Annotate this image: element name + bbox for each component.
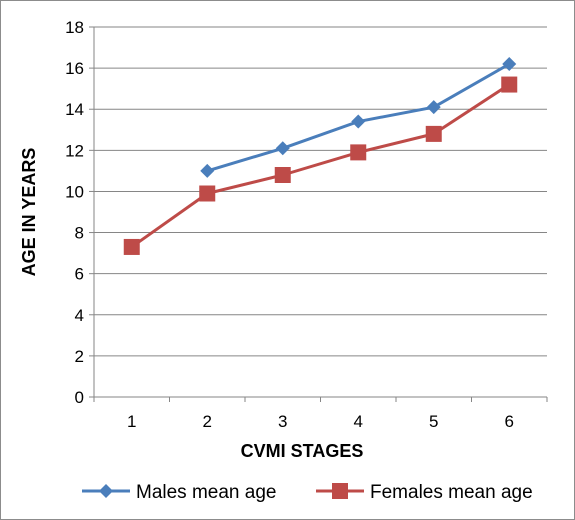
data-point-square xyxy=(501,76,518,93)
x-tick-label: 4 xyxy=(354,412,363,431)
y-axis-title: AGE IN YEARS xyxy=(19,148,39,277)
legend-marker-square xyxy=(332,483,348,499)
x-tick-labels: 1 2 3 4 5 6 xyxy=(127,412,514,431)
legend-item-males: Males mean age xyxy=(82,482,276,503)
y-tick-label: 4 xyxy=(75,306,84,325)
data-point-diamond xyxy=(200,163,215,178)
x-tick-label: 3 xyxy=(278,412,287,431)
x-tick-label: 1 xyxy=(127,412,136,431)
data-point-square xyxy=(199,185,216,202)
axes xyxy=(89,26,548,402)
y-tick-label: 10 xyxy=(65,182,84,201)
legend-marker-diamond xyxy=(99,484,113,498)
y-tick-label: 6 xyxy=(75,265,84,284)
y-tick-label: 2 xyxy=(75,347,84,366)
gridlines xyxy=(94,26,547,357)
data-point-square xyxy=(425,125,442,142)
series-females xyxy=(123,76,518,255)
legend: Males mean age Females mean age xyxy=(82,482,533,503)
legend-item-females: Females mean age xyxy=(316,482,533,503)
x-axis-title: CVMI STAGES xyxy=(241,441,364,461)
data-point-square xyxy=(350,144,367,161)
series-males xyxy=(200,57,517,178)
series xyxy=(123,57,518,255)
y-tick-label: 16 xyxy=(65,59,84,78)
data-point-diamond xyxy=(351,114,366,129)
data-point-diamond xyxy=(502,57,517,71)
data-point-diamond xyxy=(426,100,441,115)
series-line xyxy=(130,83,511,249)
legend-label-females: Females mean age xyxy=(370,482,533,503)
data-point-square xyxy=(274,167,291,183)
y-tick-label: 8 xyxy=(75,224,84,243)
y-tick-label: 18 xyxy=(65,18,84,37)
data-point-square xyxy=(123,238,140,255)
y-tick-label: 12 xyxy=(65,141,84,160)
y-tick-labels: 0 2 4 6 8 10 12 14 16 18 xyxy=(65,18,84,407)
x-tick-label: 5 xyxy=(429,412,438,431)
y-tick-label: 0 xyxy=(75,388,84,407)
x-tick-label: 2 xyxy=(203,412,212,431)
y-tick-label: 14 xyxy=(65,100,84,119)
legend-label-males: Males mean age xyxy=(136,482,276,503)
x-tick-label: 6 xyxy=(505,412,514,431)
data-point-diamond xyxy=(275,141,290,156)
